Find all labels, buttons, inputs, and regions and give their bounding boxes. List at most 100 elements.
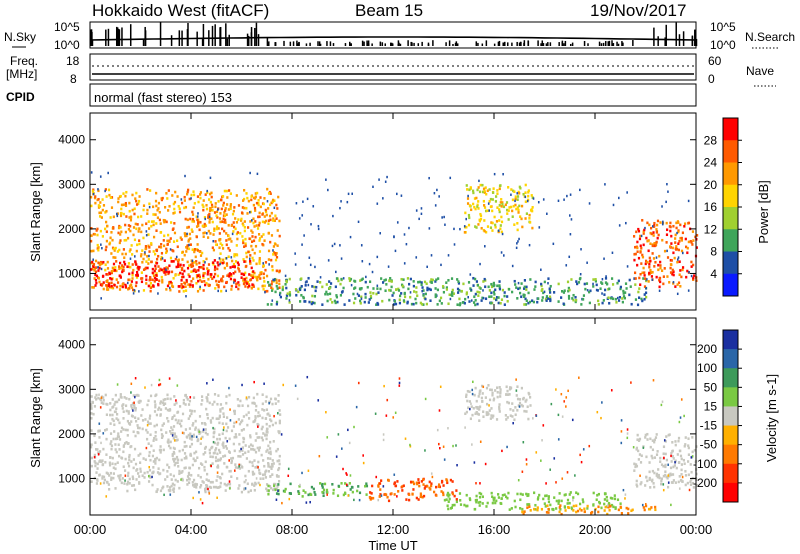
data-cell bbox=[406, 301, 409, 305]
data-cell bbox=[114, 487, 117, 490]
data-cell bbox=[447, 427, 449, 430]
data-cell bbox=[595, 288, 598, 292]
data-cell bbox=[307, 469, 310, 472]
data-cell bbox=[272, 249, 274, 252]
data-cell bbox=[180, 282, 183, 286]
data-cell bbox=[443, 458, 446, 461]
data-cell bbox=[446, 504, 449, 508]
data-cell bbox=[234, 260, 238, 263]
data-cell bbox=[222, 217, 225, 221]
data-cell bbox=[226, 440, 229, 443]
data-cell bbox=[391, 294, 394, 297]
data-cell bbox=[267, 484, 270, 488]
data-cell bbox=[155, 456, 158, 460]
data-cell bbox=[275, 252, 278, 255]
data-cell bbox=[278, 234, 281, 238]
data-cell bbox=[159, 451, 162, 454]
data-cell bbox=[351, 486, 354, 489]
data-cell bbox=[232, 271, 235, 275]
data-cell bbox=[242, 258, 245, 261]
scale-hi-right: 10^5 bbox=[710, 20, 736, 34]
data-cell bbox=[97, 246, 100, 249]
data-cell bbox=[199, 220, 202, 224]
data-cell bbox=[261, 408, 264, 411]
data-cell bbox=[98, 473, 101, 477]
data-cell bbox=[415, 209, 418, 212]
data-cell bbox=[128, 482, 131, 485]
data-cell bbox=[275, 449, 278, 453]
data-cell bbox=[224, 444, 228, 448]
data-cell bbox=[695, 483, 699, 487]
data-cell bbox=[402, 484, 405, 488]
data-cell bbox=[603, 509, 606, 512]
data-cell bbox=[536, 508, 539, 512]
data-cell bbox=[583, 507, 586, 511]
data-cell bbox=[158, 245, 161, 249]
data-cell bbox=[169, 493, 172, 496]
data-cell bbox=[259, 477, 262, 481]
data-cell bbox=[266, 448, 269, 452]
data-cell bbox=[121, 283, 124, 286]
data-cell bbox=[208, 492, 211, 495]
data-cell bbox=[678, 239, 681, 243]
data-cell bbox=[326, 493, 328, 496]
data-cell bbox=[596, 289, 599, 292]
data-cell bbox=[217, 284, 220, 287]
data-cell bbox=[692, 263, 695, 267]
data-cell bbox=[650, 226, 653, 230]
data-cell bbox=[127, 422, 131, 425]
data-cell bbox=[91, 189, 95, 193]
data-cell bbox=[669, 266, 672, 270]
data-cell bbox=[345, 472, 347, 475]
data-cell bbox=[155, 273, 158, 277]
data-cell bbox=[264, 417, 267, 420]
data-cell bbox=[334, 301, 337, 305]
data-cell bbox=[499, 201, 502, 204]
data-cell bbox=[632, 446, 635, 449]
data-cell bbox=[141, 260, 144, 264]
data-cell bbox=[105, 288, 109, 291]
data-cell bbox=[128, 209, 131, 213]
data-cell bbox=[537, 496, 540, 499]
data-cell bbox=[146, 431, 149, 434]
data-cell bbox=[620, 430, 623, 433]
data-cell bbox=[671, 481, 674, 484]
data-cell bbox=[223, 482, 226, 486]
nsky-bar bbox=[413, 42, 415, 46]
data-cell bbox=[197, 212, 199, 215]
data-cell bbox=[342, 493, 345, 497]
data-cell bbox=[434, 293, 437, 296]
data-cell bbox=[222, 446, 225, 449]
data-cell bbox=[527, 493, 530, 496]
data-cell bbox=[263, 215, 266, 218]
data-cell bbox=[102, 475, 106, 479]
data-cell bbox=[227, 238, 230, 241]
data-cell bbox=[693, 274, 696, 277]
data-cell bbox=[253, 472, 256, 476]
data-cell bbox=[265, 408, 269, 412]
nsky-bar bbox=[91, 39, 94, 46]
data-cell bbox=[121, 477, 124, 480]
data-cell bbox=[473, 205, 476, 209]
data-cell bbox=[557, 199, 560, 203]
data-cell bbox=[206, 191, 209, 194]
data-cell bbox=[192, 457, 195, 461]
data-cell bbox=[456, 278, 459, 281]
data-cell bbox=[267, 465, 270, 468]
data-cell bbox=[272, 278, 275, 282]
data-cell bbox=[637, 229, 641, 233]
data-cell bbox=[264, 400, 268, 403]
data-cell bbox=[137, 417, 140, 420]
data-cell bbox=[105, 453, 108, 456]
data-cell bbox=[475, 226, 478, 229]
colorbar-swatch bbox=[723, 444, 738, 465]
data-cell bbox=[105, 273, 108, 276]
data-cell bbox=[446, 491, 450, 495]
data-cell bbox=[173, 452, 176, 455]
data-cell bbox=[223, 462, 226, 465]
data-cell bbox=[636, 438, 639, 442]
data-cell bbox=[251, 470, 254, 474]
data-cell bbox=[120, 456, 123, 460]
data-cell bbox=[278, 459, 281, 462]
data-cell bbox=[684, 245, 688, 249]
